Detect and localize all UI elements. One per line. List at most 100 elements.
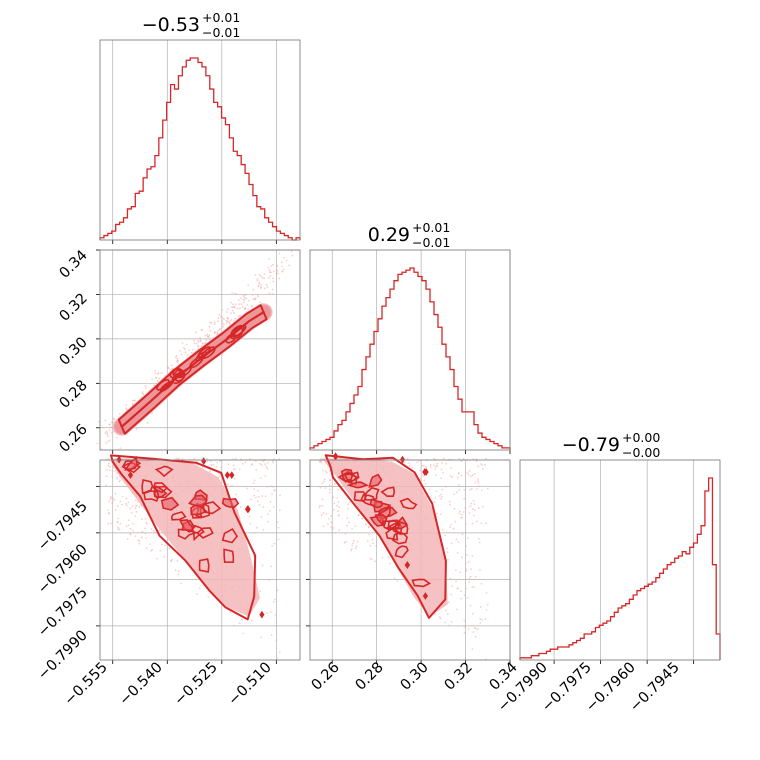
scatter-point: [450, 620, 453, 623]
scatter-point: [460, 590, 463, 593]
scatter-point: [456, 476, 459, 479]
scatter-point: [106, 469, 108, 471]
scatter-point: [275, 621, 278, 624]
title-1-lower: −0.01: [412, 235, 450, 250]
scatter-point: [481, 489, 483, 492]
panel-frame: [99, 459, 301, 661]
scatter-point: [259, 301, 262, 304]
scatter-point: [237, 315, 240, 318]
scatter-point: [108, 462, 110, 465]
scatter-point: [125, 525, 128, 528]
scatter-point: [246, 304, 249, 306]
scatter-point: [184, 351, 187, 354]
scatter-point: [177, 361, 179, 364]
scatter-point: [209, 321, 212, 324]
scatter-point: [154, 372, 157, 375]
scatter-point: [411, 466, 414, 469]
scatter-point: [461, 516, 463, 519]
density-contour-island: [259, 610, 265, 619]
scatter-point: [245, 293, 248, 296]
scatter-point: [255, 496, 257, 499]
scatter-point: [477, 465, 480, 468]
scatter-point: [226, 308, 229, 311]
scatter-point: [260, 284, 262, 286]
scatter-point: [106, 433, 108, 436]
scatter-point: [435, 474, 437, 476]
scatter-point: [251, 463, 254, 465]
scatter-point: [230, 301, 233, 304]
scatter-point: [473, 503, 476, 506]
scatter-point: [460, 474, 463, 477]
scatter-point: [182, 347, 185, 349]
scatter-point: [459, 510, 461, 513]
scatter-point: [272, 461, 275, 464]
title-panel-1: 0.29 +0.01 −0.01: [368, 220, 451, 250]
y-tick-label: 0.30: [57, 335, 91, 369]
scatter-point: [268, 578, 271, 581]
scatter-point: [272, 277, 274, 280]
panel-frame: [99, 249, 301, 451]
scatter-point: [267, 513, 269, 515]
panel-frame: [309, 249, 511, 451]
scatter-point: [111, 501, 114, 504]
scatter-point: [171, 558, 174, 561]
scatter-point: [109, 498, 112, 501]
scatter-point: [440, 493, 442, 496]
scatter-point: [323, 478, 326, 481]
scatter-point: [480, 463, 482, 465]
scatter-point: [433, 457, 435, 460]
scatter-point: [338, 529, 341, 532]
scatter-point: [245, 297, 248, 300]
scatter-point: [276, 265, 279, 267]
density-contour-island: [333, 452, 339, 461]
scatter-point: [127, 501, 130, 504]
scatter-point: [445, 609, 447, 612]
scatter-point: [450, 467, 452, 469]
scatter-point: [479, 618, 482, 621]
scatter-point: [141, 530, 144, 533]
scatter-point: [436, 462, 439, 465]
scatter-point: [208, 334, 211, 337]
scatter-point: [263, 273, 266, 276]
x-tick-label: −0.555: [62, 660, 111, 709]
scatter-point: [439, 617, 442, 620]
density-contour-inner: [369, 498, 384, 509]
scatter-point: [260, 286, 263, 288]
scatter-point: [393, 577, 396, 580]
scatter-point: [480, 522, 483, 525]
scatter-point: [227, 463, 230, 466]
scatter-point: [241, 306, 244, 308]
scatter-point: [440, 468, 443, 471]
scatter-point: [336, 504, 338, 507]
scatter-point: [278, 651, 281, 654]
scatter-point: [221, 320, 224, 322]
scatter-point: [218, 313, 221, 316]
scatter-point: [243, 301, 245, 304]
scatter-point: [288, 264, 291, 267]
scatter-point: [272, 506, 275, 508]
scatter-point: [249, 522, 252, 525]
scatter-point: [233, 305, 235, 308]
scatter-point: [270, 265, 273, 268]
scatter-point: [328, 488, 331, 491]
density-contour-island: [224, 471, 231, 480]
density-contour-outer: [117, 304, 268, 435]
scatter-point: [206, 457, 209, 460]
scatter-point: [262, 506, 265, 508]
scatter-point: [450, 524, 452, 526]
scatter-point: [134, 505, 137, 507]
scatter-point: [444, 621, 446, 624]
scatter-point: [276, 657, 278, 659]
scatter-point: [318, 506, 321, 508]
scatter-point: [109, 522, 112, 525]
scatter-point: [332, 508, 335, 511]
scatter-point: [364, 523, 367, 526]
x-tick-label: −0.525: [172, 660, 221, 709]
scatter-point: [222, 322, 224, 325]
y-tick-label: 0.28: [57, 378, 91, 412]
scatter-point: [234, 292, 237, 295]
scatter-point: [272, 601, 275, 603]
scatter-point: [456, 587, 459, 590]
scatter-point: [474, 635, 477, 638]
scatter-point: [479, 569, 481, 571]
